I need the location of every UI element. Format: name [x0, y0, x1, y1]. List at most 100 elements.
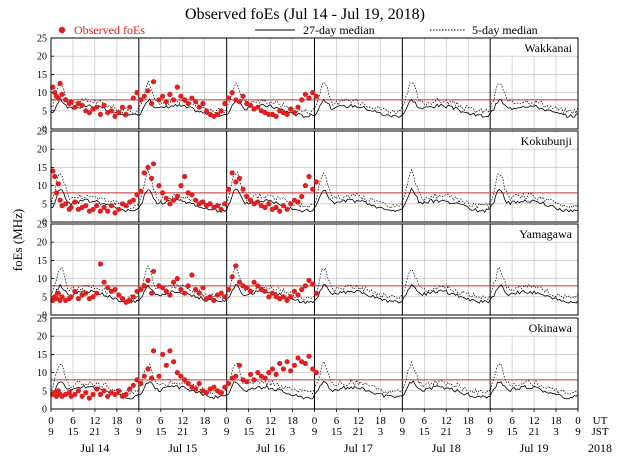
- observed-point: [233, 373, 239, 379]
- observed-point: [255, 283, 261, 289]
- jst-tick-label: 3: [290, 426, 296, 438]
- observed-point: [189, 272, 195, 278]
- panel-frame: [50, 223, 579, 316]
- observed-point: [145, 366, 151, 372]
- observed-point: [222, 294, 228, 300]
- observed-point: [141, 170, 147, 176]
- observed-point: [97, 391, 103, 397]
- observed-point: [72, 199, 78, 205]
- station-panel: 0 5 10 15 20 25 Yamagawa: [37, 220, 579, 322]
- observed-point: [123, 391, 129, 397]
- observed-point: [185, 283, 191, 289]
- ut-tick-label: 0: [312, 415, 318, 427]
- observed-point: [233, 179, 239, 185]
- ut-tick-label: 0: [575, 415, 581, 427]
- ut-tick-label: 6: [422, 415, 428, 427]
- ut-tick-label: 12: [265, 415, 276, 427]
- observed-point: [52, 173, 58, 180]
- ut-tick-label: 18: [463, 415, 475, 427]
- jst-tick-label: 21: [177, 426, 188, 438]
- observed-point: [94, 104, 100, 110]
- observed-point: [130, 382, 136, 388]
- observed-point: [94, 386, 100, 392]
- observed-point: [101, 388, 107, 394]
- observed-point: [68, 204, 74, 210]
- observed-point: [185, 100, 191, 107]
- observed-point: [174, 84, 180, 90]
- station-name: Okinawa: [529, 321, 573, 335]
- observed-point: [68, 99, 74, 105]
- y-tick-label: 20: [37, 145, 47, 156]
- observed-point: [119, 104, 125, 110]
- observed-point: [138, 97, 144, 103]
- jst-tick-label: 15: [331, 426, 343, 438]
- observed-point: [262, 375, 268, 381]
- observed-point: [182, 377, 188, 383]
- jst-tick-label: 21: [265, 426, 276, 438]
- jst-tick-label: 9: [48, 426, 54, 438]
- observed-point: [160, 93, 166, 99]
- ut-tick-label: 18: [287, 415, 299, 427]
- jst-tick-label: 21: [89, 426, 100, 438]
- observed-point: [83, 390, 89, 396]
- jst-tick-label: 21: [529, 426, 540, 438]
- station-name: Yamagawa: [519, 227, 572, 241]
- observed-point: [127, 386, 133, 392]
- observed-point: [233, 263, 239, 269]
- observed-point: [68, 294, 74, 300]
- observed-point: [291, 288, 297, 294]
- observed-point: [174, 370, 180, 376]
- observed-point: [200, 285, 206, 291]
- observed-point: [167, 91, 173, 97]
- observed-point: [193, 197, 199, 203]
- observed-point: [94, 290, 100, 296]
- observed-point: [167, 292, 173, 298]
- observed-point: [138, 188, 144, 194]
- jst-tick-label: 3: [465, 426, 471, 438]
- observed-point: [55, 290, 61, 296]
- observed-point: [171, 279, 177, 285]
- observed-point: [138, 286, 144, 293]
- ut-tick-label: 0: [487, 415, 493, 427]
- observed-point: [266, 294, 272, 300]
- observed-point: [214, 111, 221, 117]
- station-name-bg: [496, 40, 576, 55]
- observed-point: [185, 380, 191, 387]
- observed-point: [182, 290, 188, 296]
- y-tick-label: 5: [42, 106, 47, 117]
- observed-point: [244, 379, 250, 385]
- legend-observed-label: Observed foEs: [74, 23, 145, 37]
- observed-point: [182, 173, 188, 180]
- observed-point: [75, 388, 81, 394]
- ut-tick-label: 6: [70, 415, 76, 427]
- observed-point: [299, 193, 305, 200]
- jst-tick-label: 21: [441, 426, 452, 438]
- ut-tick-label: 12: [353, 415, 364, 427]
- observed-point: [247, 197, 254, 203]
- observed-point: [273, 371, 279, 377]
- observed-point: [306, 353, 312, 359]
- observed-point: [178, 373, 184, 379]
- observed-point: [63, 201, 69, 207]
- observed-point: [116, 292, 122, 298]
- observed-point: [174, 276, 180, 282]
- ut-tick-label: 18: [199, 415, 211, 427]
- observed-point: [218, 108, 224, 114]
- ut-axis-label: UT: [593, 415, 608, 427]
- observed-point: [240, 93, 246, 99]
- day-label: Jul 19: [520, 441, 549, 455]
- observed-point: [127, 104, 133, 110]
- y-tick-label: 0: [42, 125, 47, 136]
- y-tick-label: 10: [37, 181, 47, 192]
- observed-point: [108, 203, 114, 209]
- observed-point: [55, 95, 61, 101]
- observed-point: [269, 366, 275, 372]
- jst-tick-label: 15: [243, 426, 255, 438]
- observed-point: [273, 204, 279, 210]
- observed-point: [75, 296, 81, 302]
- observed-point: [200, 199, 206, 205]
- observed-point: [178, 286, 184, 293]
- observed-point: [189, 95, 195, 101]
- median-27day-line: [50, 283, 579, 305]
